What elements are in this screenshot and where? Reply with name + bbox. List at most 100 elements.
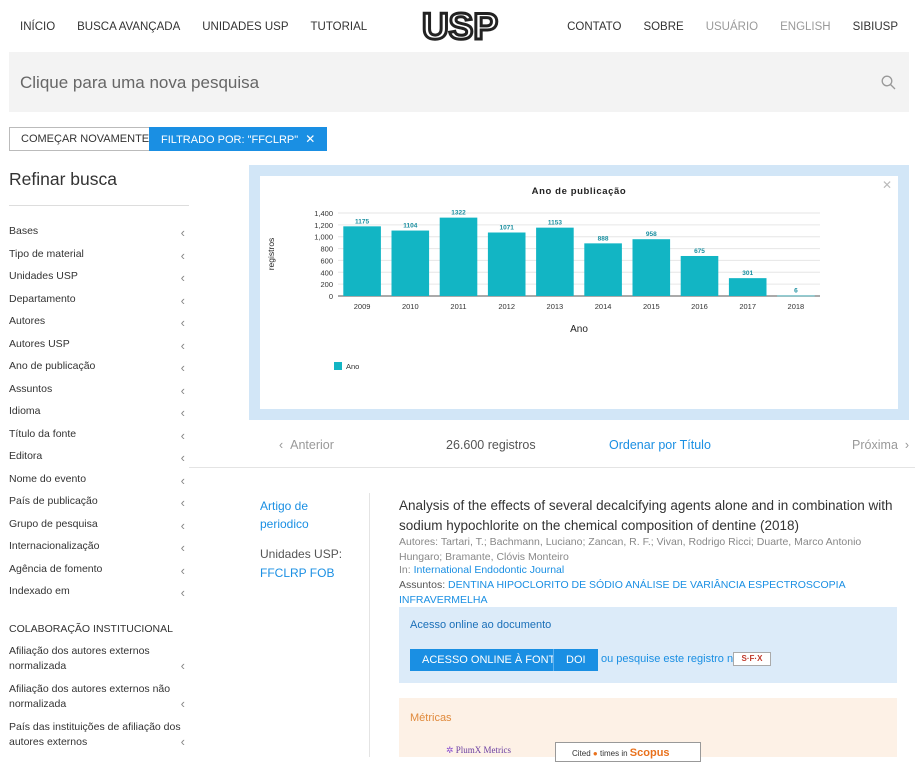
facet-autores-usp[interactable]: Autores USP ‹	[9, 338, 187, 353]
search-input[interactable]: Clique para uma nova pesquisa	[20, 73, 260, 92]
facet-label: Ano de publicação	[9, 360, 96, 372]
sfx-logo[interactable]: S·F·X	[733, 652, 771, 666]
prev-button[interactable]: ‹ Anterior	[279, 438, 334, 452]
nav-usuario[interactable]: USUÁRIO	[705, 21, 759, 33]
active-filter-chip[interactable]: FILTRADO POR: "FFCLRP" ✕	[149, 127, 328, 151]
facet-unidades-usp[interactable]: Unidades USP ‹	[9, 270, 187, 285]
plumx-widget[interactable]: ✲ PlumX Metrics	[446, 745, 511, 756]
facet-idioma[interactable]: Idioma ‹	[9, 405, 187, 420]
bar-2009	[343, 226, 381, 296]
data-label: 958	[646, 231, 657, 238]
y-tick-label: 600	[320, 256, 333, 265]
record-type-link[interactable]: Artigo de periodico	[260, 499, 309, 531]
chevron-left-icon: ‹	[180, 658, 185, 673]
chart-title: Ano de publicação	[532, 186, 627, 197]
access-title: Acesso online ao documento	[410, 619, 552, 631]
chevron-left-icon: ‹	[180, 540, 185, 555]
nav-sibiusp[interactable]: SIBIUSP	[852, 21, 898, 33]
x-tick-label: 2009	[354, 302, 371, 311]
y-tick-label: 400	[320, 268, 333, 277]
search-bar[interactable]: Clique para uma nova pesquisa	[9, 52, 909, 112]
chevron-left-icon: ‹	[180, 563, 185, 578]
journal-link[interactable]: International Endodontic Journal	[413, 564, 565, 576]
chevron-left-icon: ‹	[180, 495, 185, 510]
divider	[189, 467, 915, 468]
scopus-brand: Scopus	[629, 747, 670, 759]
y-tick-label: 1,200	[314, 221, 333, 230]
bar-2013	[536, 227, 574, 296]
y-tick-label: 0	[329, 292, 333, 301]
chevron-left-icon: ‹	[180, 405, 185, 420]
chevron-left-icon: ‹	[180, 248, 185, 263]
restart-button[interactable]: COMEÇAR NOVAMENTE	[9, 127, 162, 151]
nav-sobre[interactable]: SOBRE	[643, 21, 684, 33]
nav-left: INÍCIO BUSCA AVANÇADA UNIDADES USP TUTOR…	[20, 21, 389, 33]
facet-label: Assuntos	[9, 383, 53, 395]
subjects-links[interactable]: DENTINA HIPOCLORITO DE SÓDIO ANÁLISE DE …	[399, 579, 845, 606]
facet-pais-instituicoes[interactable]: País das instituições de afiliação dos a…	[9, 720, 187, 750]
data-label: 1071	[499, 225, 514, 232]
facet-departamento[interactable]: Departamento ‹	[9, 293, 187, 308]
facet-assuntos[interactable]: Assuntos ‹	[9, 383, 187, 398]
next-button[interactable]: Próxima ›	[852, 438, 909, 452]
facet-afiliacao-nao-normalizada[interactable]: Afiliação dos autores externos não norma…	[9, 682, 187, 712]
nav-contato[interactable]: CONTATO	[567, 21, 622, 33]
data-label: 301	[742, 270, 753, 277]
data-label: 1175	[355, 218, 369, 225]
facet-label: Editora	[9, 450, 43, 462]
chevron-left-icon: ‹	[180, 293, 185, 308]
count-bubble-icon: ●	[592, 749, 598, 758]
nav-english[interactable]: ENGLISH	[780, 21, 831, 33]
subjects-label: Assuntos:	[399, 579, 446, 591]
filter-label: FILTRADO POR: "FFCLRP"	[161, 134, 299, 146]
facet-ano-publicacao[interactable]: Ano de publicação ‹	[9, 360, 187, 375]
facet-nome-evento[interactable]: Nome do evento ‹	[9, 473, 187, 488]
nav-busca-avancada[interactable]: BUSCA AVANÇADA	[77, 21, 181, 33]
x-tick-label: 2010	[402, 302, 419, 311]
scopus-widget[interactable]: Cited ● times in Scopus	[555, 742, 701, 762]
facet-editora[interactable]: Editora ‹	[9, 450, 187, 465]
usp-logo[interactable]: USP	[420, 8, 500, 44]
prev-label: Anterior	[290, 438, 334, 452]
next-label: Próxima	[852, 438, 898, 452]
facet-afiliacao-normalizada[interactable]: Afiliação dos autores externos normaliza…	[9, 644, 187, 674]
y-tick-label: 1,000	[314, 233, 333, 242]
record-title-link[interactable]: Analysis of the effects of several decal…	[399, 498, 893, 533]
doi-button[interactable]: DOI	[553, 649, 598, 671]
facet-tipo-material[interactable]: Tipo de material ‹	[9, 248, 187, 263]
facet-agencia-fomento[interactable]: Agência de fomento ‹	[9, 563, 187, 578]
nav-tutorial[interactable]: TUTORIAL	[310, 21, 368, 33]
chevron-left-icon: ‹	[180, 428, 185, 443]
nav-inicio[interactable]: INÍCIO	[20, 21, 56, 33]
facet-titulo-fonte[interactable]: Título da fonte ‹	[9, 428, 187, 443]
facet-grupo-pesquisa[interactable]: Grupo de pesquisa ‹	[9, 518, 187, 533]
scopus-prefix: Cited	[572, 749, 591, 758]
chevron-left-icon: ‹	[180, 383, 185, 398]
authors-value: Tartari, T.; Bachmann, Luciano; Zancan, …	[399, 536, 862, 563]
chevron-left-icon: ‹	[180, 338, 185, 353]
bar-2014	[584, 243, 622, 296]
data-label: 1322	[451, 210, 466, 217]
online-access-panel: Acesso online ao documento ACESSO ONLINE…	[399, 607, 897, 683]
sort-by-title-link[interactable]: Ordenar por Título	[609, 438, 711, 452]
facet-autores[interactable]: Autores ‹	[9, 315, 187, 330]
close-icon[interactable]: ✕	[881, 178, 892, 192]
close-icon[interactable]: ✕	[305, 132, 316, 146]
record-authors: Autores: Tartari, T.; Bachmann, Luciano;…	[399, 535, 904, 565]
units-link[interactable]: FFCLRP FOB	[260, 566, 335, 580]
facet-indexado-em[interactable]: Indexado em ‹	[9, 585, 187, 600]
online-access-button[interactable]: ACESSO ONLINE À FONTE	[410, 649, 575, 671]
nav-unidades-usp[interactable]: UNIDADES USP	[202, 21, 289, 33]
chart-card: ✕ Ano de publicação 0 200 400 600 800 1,000 1,2…	[260, 176, 898, 409]
chevron-left-icon: ‹	[180, 696, 185, 711]
search-icon[interactable]	[881, 75, 896, 90]
metrics-panel: Métricas ✲ PlumX Metrics Cited ● times i…	[399, 698, 897, 762]
facet-internacionalizacao[interactable]: Internacionalização ‹	[9, 540, 187, 555]
facet-bases[interactable]: Bases ‹	[9, 225, 187, 240]
facet-label: Autores USP	[9, 338, 70, 350]
facet-label: Grupo de pesquisa	[9, 518, 98, 530]
chevron-left-icon: ‹	[180, 270, 185, 285]
bar-2011	[439, 217, 478, 296]
facet-pais-publicacao[interactable]: País de publicação ‹	[9, 495, 187, 510]
facet-label: Afiliação dos autores externos não norma…	[9, 683, 171, 710]
